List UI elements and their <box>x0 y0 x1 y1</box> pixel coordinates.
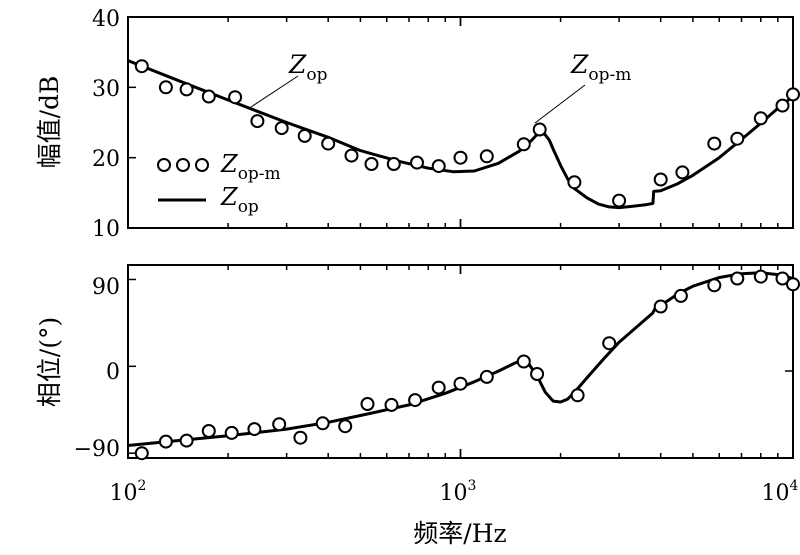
zop-m-annotation-base: Z <box>570 50 589 79</box>
magnitude-zop-m-point <box>134 59 149 74</box>
phase-y-ticks <box>128 278 136 454</box>
magnitude-zop-m-point <box>786 87 800 102</box>
magnitude-zop-m-point <box>321 136 336 151</box>
phase-zop-m-point <box>653 299 668 314</box>
x-axis-label: 频率/Hz <box>413 519 506 548</box>
phase-zop-m-point <box>570 388 585 403</box>
phase-zop-m-point <box>431 380 446 395</box>
magnitude-zop-m-point <box>675 165 690 180</box>
magnitude-y-tick-label: 10 <box>92 217 120 242</box>
magnitude-zop-m-point <box>344 148 359 163</box>
magnitude-marker-layer <box>134 59 800 208</box>
phase-zop-m-point <box>315 416 330 431</box>
magnitude-zop-m-point <box>516 137 531 152</box>
zop-annotation-leader <box>250 75 299 108</box>
phase-curve-layer <box>127 271 794 447</box>
phase-zop-curve <box>127 271 794 447</box>
zop-annotation: Zop <box>288 50 328 85</box>
phase-zop-m-point <box>516 354 531 369</box>
phase-y-tick-labels: 90 0 −90 <box>74 275 120 462</box>
phase-zop-m-point <box>673 288 688 303</box>
phase-zop-m-point <box>602 336 617 351</box>
phase-zop-m-point <box>134 446 149 461</box>
legend-line-label-sub: op <box>238 197 259 217</box>
phase-y-axis-label: 相位/(°) <box>35 317 64 407</box>
magnitude-zop-m-point <box>274 121 289 136</box>
phase-zop-m-point <box>707 278 722 293</box>
phase-zop-m-point <box>272 417 287 432</box>
phase-zop-m-point <box>786 277 800 292</box>
phase-zop-m-point <box>530 367 545 381</box>
magnitude-zop-m-point <box>297 128 312 143</box>
legend-markers-label-base: Z <box>220 150 239 178</box>
phase-zop-m-point <box>453 376 468 391</box>
magnitude-zop-m-point <box>612 193 627 208</box>
magnitude-y-tick-labels: 10 20 30 40 <box>92 7 120 242</box>
magnitude-zop-m-point <box>228 90 243 105</box>
legend-line-label: Zop <box>220 183 259 217</box>
magnitude-zop-m-point <box>532 122 547 137</box>
phase-zop-m-point <box>730 271 745 286</box>
phase-zop-m-point <box>408 393 423 408</box>
magnitude-y-ticks <box>128 16 136 229</box>
magnitude-zop-m-point <box>250 114 265 129</box>
phase-marker-layer <box>134 269 800 461</box>
legend-marker-symbol <box>157 158 171 172</box>
phase-x-ticks <box>127 265 794 458</box>
zop-annotation-sub: op <box>306 65 327 85</box>
magnitude-zop-m-point <box>653 172 668 187</box>
phase-zop-m-point <box>775 271 790 286</box>
phase-zop-m-point <box>158 434 173 449</box>
phase-zop-m-point <box>247 422 262 437</box>
legend-markers-label: Zop-m <box>220 150 281 184</box>
phase-zop-m-point <box>293 430 308 445</box>
phase-y-tick-label: 0 <box>106 360 120 385</box>
magnitude-zop-m-point <box>567 175 582 190</box>
phase-zop-m-point <box>179 433 194 448</box>
magnitude-legend: Zop-m Zop <box>157 150 281 217</box>
phase-x-tick-labels: 102 103 104 <box>110 478 799 506</box>
magnitude-zop-m-point <box>707 136 722 151</box>
phase-zop-m-point <box>479 369 494 384</box>
magnitude-y-tick-label: 40 <box>92 7 120 32</box>
zop-m-annotation: Zop-m <box>570 50 631 85</box>
phase-zop-m-point <box>201 424 216 438</box>
legend-markers-label-sub: op-m <box>238 164 281 184</box>
phase-y-tick-label: −90 <box>74 437 120 462</box>
magnitude-zop-m-point <box>179 82 194 97</box>
phase-zop-m-point <box>224 425 239 440</box>
zop-m-annotation-leader <box>534 84 586 124</box>
magnitude-zop-m-point <box>201 89 216 104</box>
x-tick-label-1e3: 103 <box>440 478 477 506</box>
magnitude-zop-m-point <box>479 149 494 164</box>
magnitude-x-ticks <box>127 17 794 228</box>
x-tick-label-1e4: 104 <box>762 478 799 506</box>
legend-line-label-base: Z <box>220 183 239 211</box>
legend-marker-symbol <box>176 158 190 172</box>
magnitude-y-tick-label: 20 <box>92 147 120 172</box>
legend-marker-symbol <box>195 158 209 172</box>
magnitude-zop-m-point <box>364 157 379 171</box>
phase-zop-m-point <box>384 397 399 412</box>
x-tick-label-1e2: 102 <box>110 478 147 506</box>
phase-panel: 90 0 −90 102 103 104 相位/(°) 频率/Hz <box>35 264 800 548</box>
phase-zop-m-point <box>753 269 768 284</box>
phase-zop-m-point <box>338 419 353 434</box>
magnitude-zop-m-point <box>410 155 424 170</box>
magnitude-zop-m-point <box>431 159 446 174</box>
magnitude-y-tick-label: 30 <box>92 77 120 102</box>
magnitude-y-axis-label: 幅值/dB <box>35 76 64 169</box>
magnitude-zop-m-point <box>158 80 173 95</box>
magnitude-zop-m-point <box>386 157 401 171</box>
magnitude-zop-m-point <box>753 111 768 126</box>
zop-m-annotation-sub: op-m <box>588 65 631 85</box>
phase-y-tick-label: 90 <box>92 275 120 300</box>
magnitude-zop-m-point <box>775 98 790 113</box>
phase-zop-m-point <box>360 397 375 411</box>
magnitude-zop-m-point <box>730 131 745 146</box>
magnitude-panel: 10 20 30 40 幅值/dB Zop Zop-m Zop-m Zop <box>35 7 800 242</box>
zop-annotation-base: Z <box>288 50 307 79</box>
magnitude-zop-m-point <box>453 150 468 165</box>
